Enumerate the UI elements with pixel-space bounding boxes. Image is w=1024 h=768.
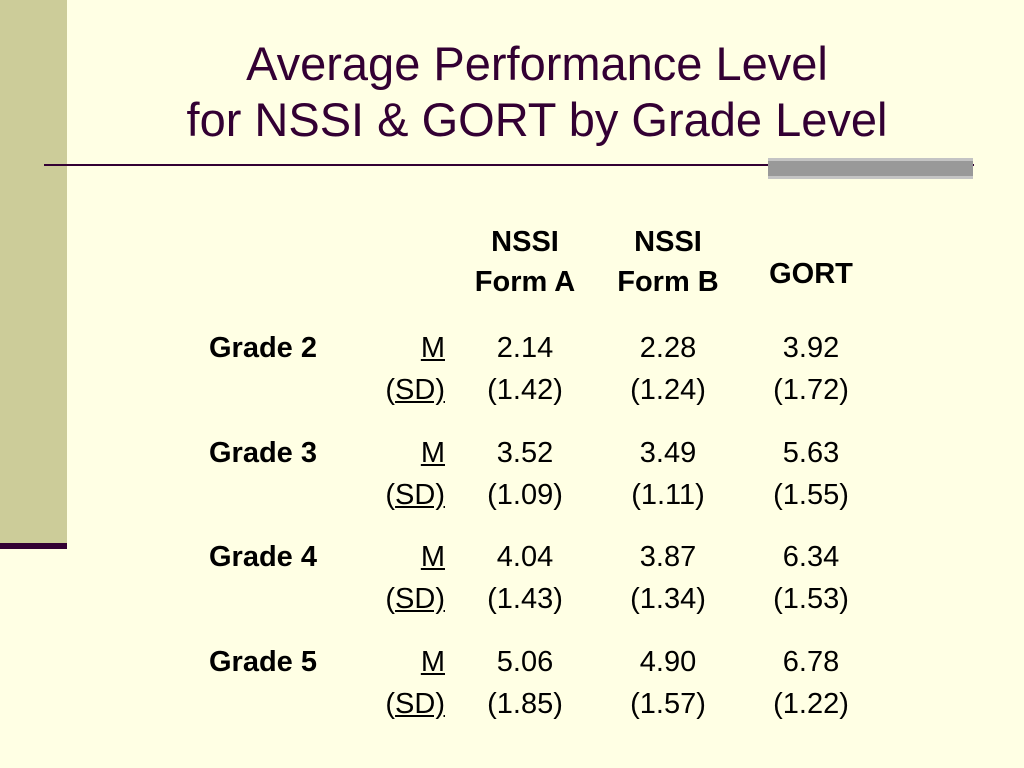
cell-grade-4-mean-nssi-a: 4.04 xyxy=(496,541,554,573)
stat-label-sd-paren: ( xyxy=(385,479,396,511)
cell-grade-4-sd-nssi-a: (1.43) xyxy=(487,583,563,615)
stat-label-mean-text: M xyxy=(420,646,445,678)
stat-label-sd-paren: ( xyxy=(385,688,396,720)
stat-label-sd-paren: ( xyxy=(385,374,396,406)
header-nssi-form-a: NSSI Form A xyxy=(455,222,595,302)
cell-grade-5-mean-nssi-a: 5.06 xyxy=(496,646,554,678)
stat-label-mean: M xyxy=(330,642,445,682)
stat-label-sd-text: SD) xyxy=(395,583,445,615)
cell-grade-2-sd-nssi-b: (1.24) xyxy=(630,374,706,406)
cell-grade-4-mean-nssi-b: 3.87 xyxy=(639,541,697,573)
row-label-grade-2: Grade 2 xyxy=(209,332,317,364)
stat-label-sd: (SD) xyxy=(330,684,445,724)
stat-label-sd-text: SD) xyxy=(395,374,445,406)
cell-grade-3-sd-gort: (1.55) xyxy=(773,479,849,511)
header-gort: GORT xyxy=(769,258,853,290)
cell-grade-5-mean-gort: 6.78 xyxy=(782,646,840,678)
stat-label-sd: (SD) xyxy=(330,370,445,410)
cell-grade-2-sd-nssi-a: (1.42) xyxy=(487,374,563,406)
cell-grade-3-mean-gort: 5.63 xyxy=(782,437,840,469)
header-nssi-form-a-line-2: Form A xyxy=(474,266,576,298)
stat-label-sd: (SD) xyxy=(330,579,445,619)
slide-title-line-2: for NSSI & GORT by Grade Level xyxy=(186,93,888,146)
cell-grade-5-sd-nssi-b: (1.57) xyxy=(630,688,706,720)
stat-label-mean-text: M xyxy=(420,541,445,573)
stat-label-sd-text: SD) xyxy=(395,688,445,720)
cell-grade-5-mean-nssi-b: 4.90 xyxy=(639,646,697,678)
cell-grade-5-sd-gort: (1.22) xyxy=(773,688,849,720)
stat-label-mean-text: M xyxy=(420,332,445,364)
stat-label-mean: M xyxy=(330,537,445,577)
title-accent-bar xyxy=(768,158,973,179)
title-divider xyxy=(44,164,974,166)
stat-label-mean: M xyxy=(330,433,445,473)
cell-grade-2-mean-nssi-a: 2.14 xyxy=(496,332,554,364)
cell-grade-5-sd-nssi-a: (1.85) xyxy=(487,688,563,720)
cell-grade-2-mean-nssi-b: 2.28 xyxy=(639,332,697,364)
slide-title-line-1: Average Performance Level xyxy=(246,37,828,90)
row-label-grade-5: Grade 5 xyxy=(209,646,317,678)
row-label-grade-4: Grade 4 xyxy=(209,541,317,573)
cell-grade-3-mean-nssi-b: 3.49 xyxy=(639,437,697,469)
cell-grade-2-sd-gort: (1.72) xyxy=(773,374,849,406)
cell-grade-3-mean-nssi-a: 3.52 xyxy=(496,437,554,469)
header-nssi-form-a-line-1: NSSI xyxy=(491,226,559,258)
stat-label-sd-text: SD) xyxy=(395,479,445,511)
row-label-grade-3: Grade 3 xyxy=(209,437,317,469)
stat-label-mean: M xyxy=(330,328,445,368)
cell-grade-4-sd-gort: (1.53) xyxy=(773,583,849,615)
cell-grade-3-sd-nssi-a: (1.09) xyxy=(487,479,563,511)
left-bar-underline xyxy=(0,543,67,549)
cell-grade-2-mean-gort: 3.92 xyxy=(782,332,840,364)
header-nssi-form-b-line-2: Form B xyxy=(617,266,719,298)
stat-label-sd: (SD) xyxy=(330,475,445,515)
header-nssi-form-b: NSSI Form B xyxy=(598,222,738,302)
stat-label-sd-paren: ( xyxy=(385,583,396,615)
stat-label-mean-text: M xyxy=(420,437,445,469)
cell-grade-4-sd-nssi-b: (1.34) xyxy=(630,583,706,615)
header-nssi-form-b-line-1: NSSI xyxy=(634,226,702,258)
cell-grade-4-mean-gort: 6.34 xyxy=(782,541,840,573)
slide-title: Average Performance Level for NSSI & GOR… xyxy=(60,36,1014,148)
cell-grade-3-sd-nssi-b: (1.11) xyxy=(631,479,705,511)
left-decorative-bar xyxy=(0,0,67,543)
